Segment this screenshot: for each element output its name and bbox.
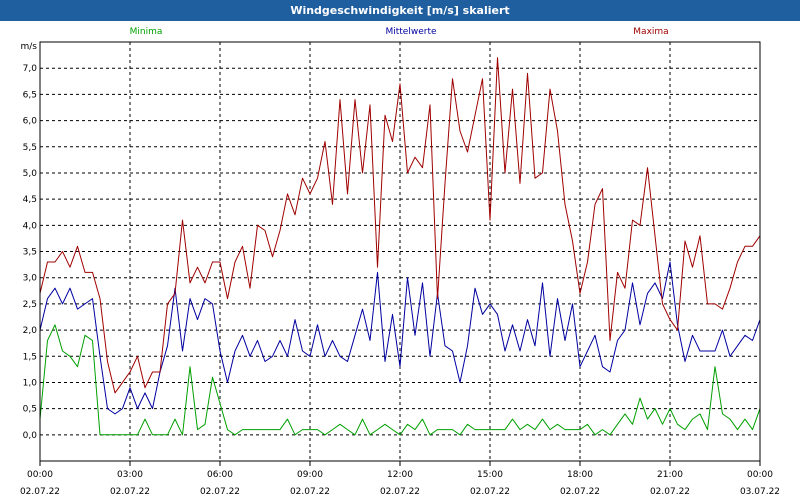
legend-item-maxima: Maxima <box>633 27 668 37</box>
axes <box>39 41 761 466</box>
y-tick-label: 2,5 <box>23 300 37 310</box>
x-tick-date-label: 02.07.22 <box>380 487 420 497</box>
series-line-minima <box>39 324 761 436</box>
x-tick-time-label: 06:00 <box>207 470 233 480</box>
y-tick-label: 2,0 <box>23 326 38 336</box>
y-tick-label: 3,5 <box>23 248 37 258</box>
tick-labels: 0,0 0,5 1,0 1,5 2,0 2,5 3,0 3,5 4,0 4,5 5,0 5,5 6,0 6… <box>20 42 780 497</box>
series-lines <box>39 57 761 436</box>
x-tick-time-label: 00:00 <box>27 470 53 480</box>
x-tick-date-label: 02.07.22 <box>110 487 150 497</box>
y-tick-label: 5,5 <box>23 143 37 153</box>
x-tick-time-label: 12:00 <box>387 470 413 480</box>
plot-frame <box>39 41 761 462</box>
y-tick-label: 5,0 <box>23 169 38 179</box>
legend-item-mittelwerte: Mittelwerte <box>385 27 436 37</box>
x-tick-date-label: 03.07.22 <box>740 487 780 497</box>
x-tick-time-label: 15:00 <box>477 470 503 480</box>
x-tick-time-label: 21:00 <box>657 470 683 480</box>
y-tick-label: 6,5 <box>23 90 37 100</box>
x-tick-time-label: 09:00 <box>297 470 323 480</box>
x-tick-date-label: 02.07.22 <box>290 487 330 497</box>
x-tick-time-label: 00:00 <box>747 470 773 480</box>
legend: Minima Mittelwerte Maxima <box>130 27 669 37</box>
series-line-maxima <box>39 57 761 394</box>
chart-title: Windgeschwindigkeit [m/s] skaliert <box>0 0 800 21</box>
x-tick-date-label: 02.07.22 <box>470 487 510 497</box>
y-tick-label: 4,5 <box>23 195 37 205</box>
x-tick-time-label: 03:00 <box>117 470 143 480</box>
y-axis-label: m/s <box>21 42 38 52</box>
y-tick-label: 1,0 <box>23 378 38 388</box>
wind-speed-chart: 0,0 0,5 1,0 1,5 2,0 2,5 3,0 3,5 4,0 4,5 5,0 5,5 6,0 6… <box>20 27 780 497</box>
y-tick-label: 1,5 <box>23 352 37 362</box>
x-tick-date-label: 02.07.22 <box>560 487 600 497</box>
legend-item-minima: Minima <box>130 27 163 37</box>
grid-lines <box>40 42 760 461</box>
y-tick-label: 3,0 <box>23 274 38 284</box>
x-tick-date-label: 02.07.22 <box>200 487 240 497</box>
y-tick-label: 0,0 <box>23 431 38 441</box>
y-tick-label: 4,0 <box>23 221 38 231</box>
x-tick-time-label: 18:00 <box>567 470 593 480</box>
y-tick-label: 6,0 <box>23 117 38 127</box>
x-tick-date-label: 02.07.22 <box>20 487 60 497</box>
y-tick-label: 7,0 <box>23 64 38 74</box>
y-tick-label: 0,5 <box>23 405 37 415</box>
x-tick-date-label: 02.07.22 <box>650 487 690 497</box>
